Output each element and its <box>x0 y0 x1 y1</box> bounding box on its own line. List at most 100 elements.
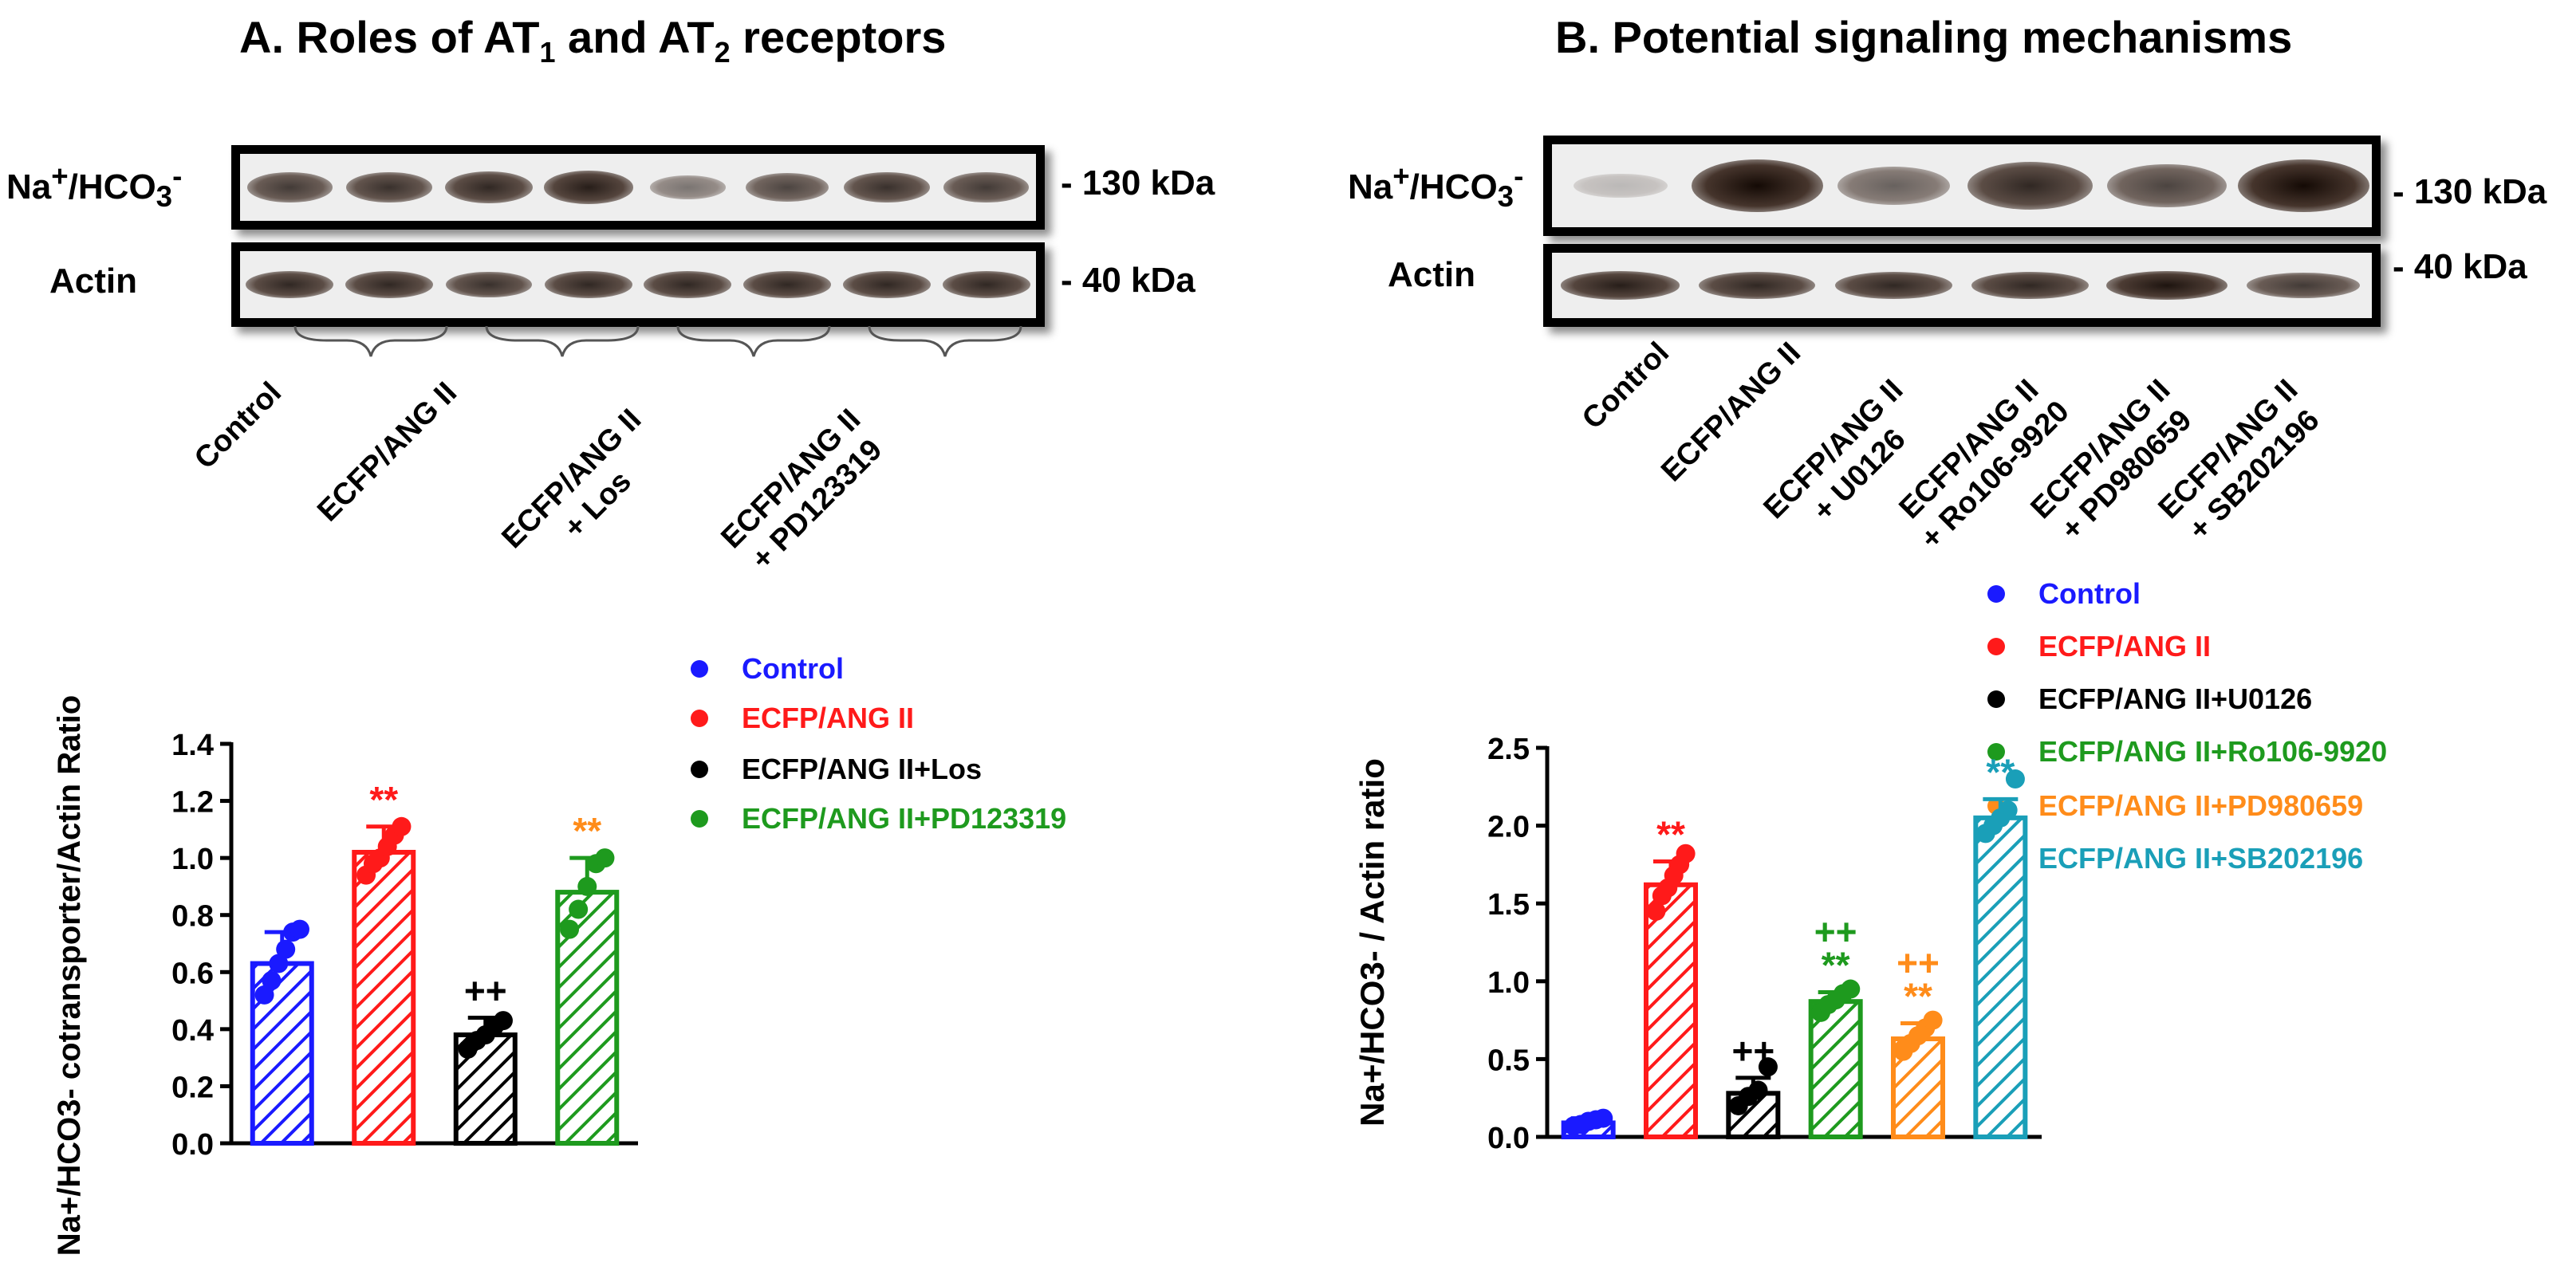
legend-dot <box>691 761 708 778</box>
blot-band <box>1691 159 1823 212</box>
blot-b-nbc <box>1543 136 2381 236</box>
legend-dot <box>691 660 708 678</box>
data-point <box>290 919 309 939</box>
data-point <box>392 816 412 836</box>
brace-control <box>293 325 448 357</box>
y-tick-label: 1.0 <box>1487 966 1530 1000</box>
significance-mark: ** <box>573 810 601 851</box>
significance-mark: ++ <box>1897 942 1940 984</box>
legend-b-item: Control <box>1987 577 2141 611</box>
blot-a-row-label-actin: Actin <box>49 262 137 301</box>
blot-band <box>2107 163 2227 208</box>
legend-a-item: ECFP/ANG II+Los <box>691 753 982 786</box>
blot-b-actin <box>1543 244 2381 327</box>
panel-b-title: B. Potential signaling mechanisms <box>1555 12 2293 62</box>
blot-band <box>246 270 334 299</box>
y-tick-label: 2.5 <box>1487 733 1530 766</box>
y-tick-label: 0.6 <box>171 957 214 990</box>
significance-mark: ** <box>1904 976 1932 1017</box>
blot-b-row-label-actin: Actin <box>1388 255 1475 294</box>
y-tick-label: 0.2 <box>171 1071 214 1104</box>
blot-band <box>644 270 732 299</box>
y-tick-label: 1.2 <box>171 786 214 820</box>
blot-b-kda-130: - 130 kDa <box>2393 172 2547 211</box>
data-point <box>1748 1080 1768 1100</box>
blot-a-nbc <box>231 145 1045 230</box>
y-tick-label: 1.5 <box>1487 888 1530 922</box>
legend-a-item: ECFP/ANG II <box>691 702 914 735</box>
blot-a-lane-braces <box>293 325 1022 357</box>
data-point <box>1923 1010 1943 1030</box>
y-tick-label: 2.0 <box>1487 811 1530 844</box>
brace-pd <box>868 325 1022 357</box>
blot-band <box>1967 161 2093 210</box>
data-point <box>493 1011 513 1031</box>
lane-a-los: ECFP/ANG II + Los <box>495 403 648 556</box>
blot-band <box>1698 271 1816 300</box>
data-point <box>1758 1057 1778 1077</box>
blot-band <box>942 270 1030 299</box>
data-point <box>262 971 282 991</box>
legend-a-item: ECFP/ANG II+PD123319 <box>691 802 1066 836</box>
legend-dot <box>691 810 708 828</box>
data-point <box>254 985 274 1005</box>
legend-dot <box>691 710 708 727</box>
blot-b-kda-40: - 40 kDa <box>2393 247 2527 286</box>
data-point <box>595 848 615 868</box>
blot-band <box>1561 271 1680 300</box>
data-point <box>577 876 597 896</box>
blot-a-kda-130: - 130 kDa <box>1061 163 1215 203</box>
data-point <box>2005 769 2025 789</box>
blot-band <box>2237 159 2369 212</box>
blot-band <box>1971 271 2089 300</box>
data-point <box>1646 901 1666 921</box>
blot-band <box>444 171 533 204</box>
significance-mark: ** <box>1822 944 1850 985</box>
blot-band <box>1837 166 1951 206</box>
lane-b-control: Control <box>1575 336 1676 436</box>
blot-band <box>943 172 1029 203</box>
data-point <box>269 954 289 973</box>
legend-dot <box>1987 690 2005 708</box>
panel-a-title: A. Roles of AT1 and AT2 receptors <box>239 12 947 69</box>
bar <box>352 849 416 1146</box>
blot-band <box>2106 270 2227 301</box>
data-point <box>276 939 296 959</box>
brace-los <box>676 325 831 357</box>
data-point <box>1998 800 2018 820</box>
data-point <box>1676 844 1696 863</box>
blot-band <box>745 172 829 203</box>
y-tick-label: 0.4 <box>171 1014 214 1048</box>
data-point <box>560 919 580 939</box>
data-point <box>1593 1108 1613 1128</box>
significance-mark: ** <box>1656 813 1685 855</box>
blot-a-kda-40: - 40 kDa <box>1061 261 1195 300</box>
chart-b: 0.0 0.5 1.0 1.5 2.0 2.5 Na+/HCO3- / Actin rati… <box>1353 733 2042 1155</box>
legend-b-item: ECFP/ANG II+Ro106-9920 <box>1987 735 2387 769</box>
significance-mark: ++ <box>1814 910 1857 952</box>
legend-a-item: Control <box>691 652 844 686</box>
blot-band <box>649 175 726 199</box>
blot-a-row-label-nbc: Na+/HCO3- <box>6 159 183 213</box>
significance-mark: ** <box>1986 751 2015 792</box>
significance-mark: ++ <box>464 970 507 1012</box>
y-tick-label: 0.8 <box>171 900 214 934</box>
legend-dot <box>1987 743 2005 761</box>
blot-band <box>346 171 433 203</box>
legend-dot <box>1987 585 2005 603</box>
y-tick-label: 0.0 <box>1487 1122 1530 1155</box>
blot-band <box>743 270 832 299</box>
legend-b-item: ECFP/ANG II <box>1987 630 2211 663</box>
y-tick-label: 1.4 <box>171 729 214 762</box>
blot-band <box>247 172 333 203</box>
y-tick-label: 1.0 <box>171 843 214 876</box>
y-axis-label: Na+/HCO3- / Actin ratio <box>1353 758 1391 1127</box>
y-tick-label: 0.0 <box>171 1128 214 1162</box>
blot-band <box>1835 271 1952 300</box>
blot-band <box>1573 173 1668 199</box>
bar <box>1808 999 1863 1139</box>
data-point <box>1841 979 1861 999</box>
blot-band <box>543 171 633 204</box>
legend-b-item: ECFP/ANG II+U0126 <box>1987 682 2312 716</box>
y-axis-label: Na+/HCO3- cotransporter/Actin Ratio <box>52 695 87 1256</box>
